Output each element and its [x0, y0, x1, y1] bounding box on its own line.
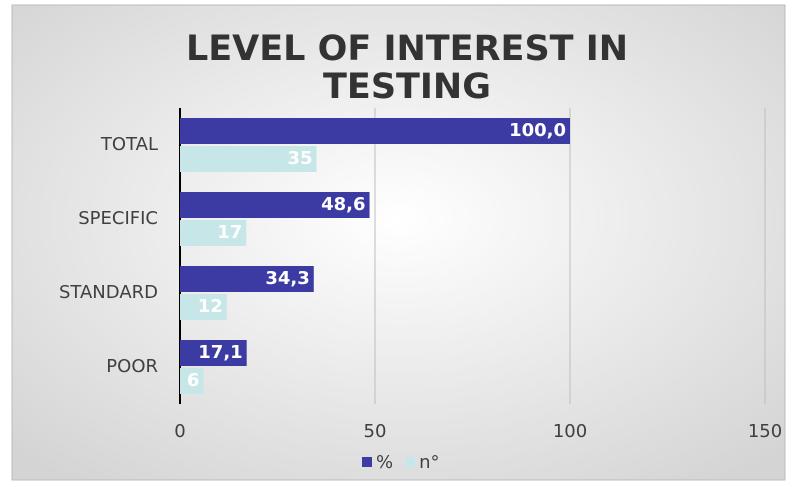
legend-label: % [376, 452, 393, 473]
bar [180, 368, 204, 394]
x-tick-label: 100 [553, 421, 587, 442]
x-tick-label: 150 [748, 421, 782, 442]
legend-swatch [405, 457, 416, 467]
data-label: 34,3 [265, 268, 309, 289]
bar [180, 146, 317, 172]
data-label: 17 [217, 222, 242, 243]
y-tick-label: TOTAL [100, 134, 158, 155]
data-label: 17,1 [198, 342, 242, 363]
data-label: 12 [198, 296, 223, 317]
x-tick-label: 0 [174, 421, 185, 442]
data-label: 100,0 [509, 120, 566, 141]
bar [180, 118, 570, 144]
data-label: 35 [287, 148, 312, 169]
chart-area [11, 4, 786, 481]
legend-label: n° [419, 452, 439, 473]
bar [180, 340, 247, 366]
data-label: 6 [187, 370, 200, 391]
legend-swatch [362, 457, 372, 467]
bar [180, 192, 370, 218]
data-label: 48,6 [321, 194, 365, 215]
chart-title: LEVEL OF INTEREST IN TESTING [185, 29, 629, 107]
y-tick-label: POOR [106, 356, 158, 377]
bar [180, 266, 314, 292]
x-tick-label: 50 [364, 421, 387, 442]
y-tick-label: STANDARD [59, 282, 158, 303]
bar [180, 294, 227, 320]
y-tick-label: SPECIFIC [78, 208, 158, 229]
bar [180, 220, 247, 246]
